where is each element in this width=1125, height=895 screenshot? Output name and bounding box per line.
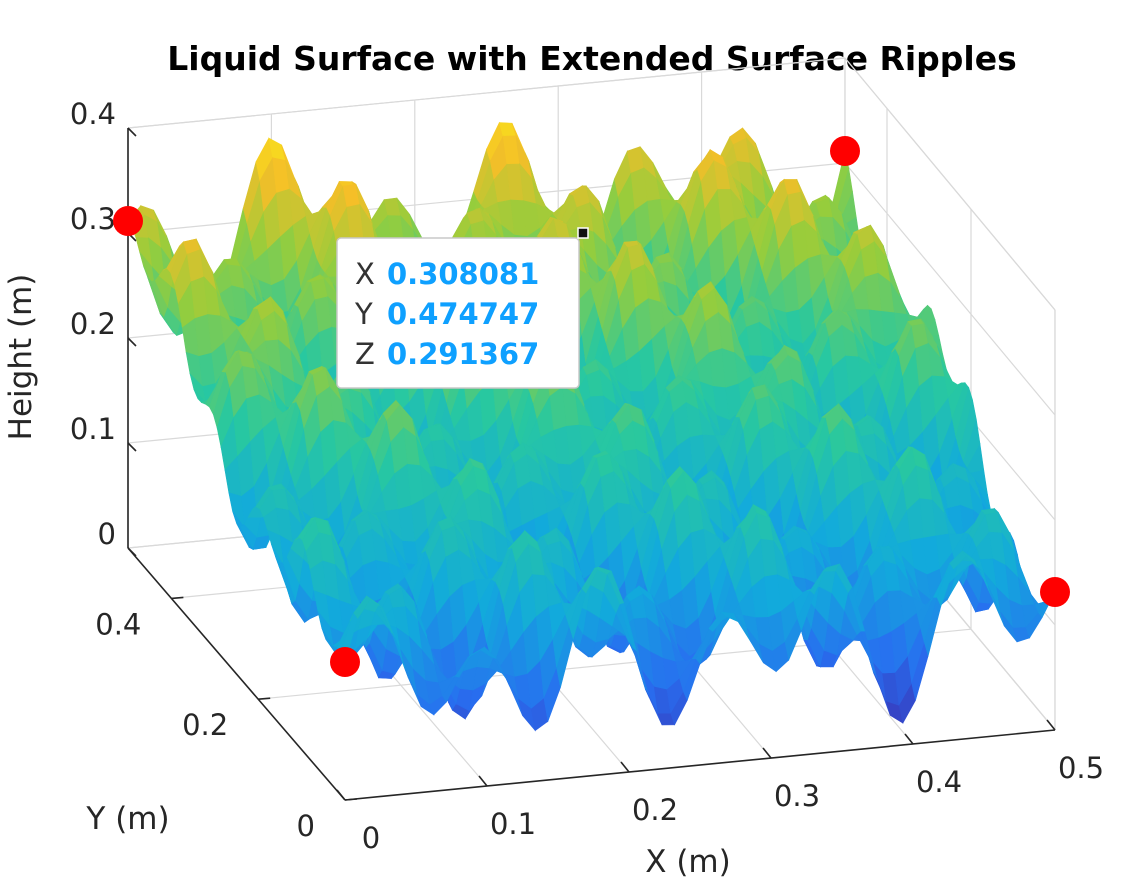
- x-tick-mark-1: [478, 775, 488, 787]
- x-tick-mark-2: [620, 761, 630, 773]
- x-axis-line: [344, 729, 1056, 801]
- datatip-x-key: X: [355, 257, 375, 291]
- x-tick-mark-0: [336, 789, 346, 801]
- axes-lines: [127, 127, 1056, 801]
- x-tick-label-5: 0.5: [1058, 751, 1104, 785]
- y-tick-mark-0: [344, 798, 358, 801]
- z-tick-label-4: 0.4: [70, 97, 116, 131]
- datatip[interactable]: X 0.308081 Y 0.474747 Z 0.291367: [336, 227, 589, 389]
- z-tick-label-0: 0: [98, 517, 116, 551]
- datatip-y-value: 0.474747: [387, 297, 539, 331]
- marker-point-3[interactable]: [830, 136, 860, 167]
- z-tick-mark-2: [127, 337, 137, 347]
- z-tick-label-1: 0.1: [70, 412, 116, 446]
- z-tick-label-2: 0.2: [70, 307, 116, 341]
- backwall-grid-z-4: [127, 57, 846, 129]
- datatip-y-key: Y: [354, 297, 373, 331]
- y-axis-line: [127, 547, 346, 801]
- z-tick-mark-4: [127, 127, 137, 137]
- sidewall-grid-z-3: [844, 162, 1056, 416]
- y-tick-label-2: 0.4: [95, 607, 141, 641]
- x-tick-label-1: 0.1: [490, 807, 536, 841]
- y-tick-mark-1: [258, 697, 271, 700]
- tick-labels: 0 0.1 0.2 0.3 0.4 0.5 0 0.2 0.4 0 0.1 0.2 0.3 0.4: [70, 97, 1104, 855]
- datatip-z-key: Z: [355, 337, 375, 371]
- z-tick-mark-1: [127, 442, 137, 452]
- sidewall-grid-z-4: [844, 57, 1056, 311]
- y-tick-label-1: 0.2: [182, 708, 228, 742]
- datatip-anchor-point[interactable]: [577, 227, 589, 239]
- datatip-z-value: 0.291367: [387, 337, 539, 371]
- y-tick-label-0: 0: [297, 809, 315, 843]
- z-axis-label: Height (m): [3, 274, 39, 441]
- datatip-x-value: 0.308081: [387, 257, 539, 291]
- x-tick-label-4: 0.4: [916, 765, 962, 799]
- x-tick-mark-4: [904, 733, 914, 745]
- x-tick-label-3: 0.3: [774, 779, 820, 813]
- x-axis-label: X (m): [645, 844, 730, 880]
- surface-mesh[interactable]: [127, 121, 1056, 732]
- datatip-box: [336, 237, 580, 389]
- y-axis-label: Y (m): [85, 801, 169, 837]
- marker-points[interactable]: [113, 136, 1070, 678]
- z-tick-mark-0: [127, 547, 137, 557]
- x-tick-mark-5: [1046, 719, 1056, 731]
- x-tick-mark-3: [762, 747, 772, 759]
- marker-point-2[interactable]: [113, 206, 143, 237]
- marker-point-1[interactable]: [1040, 577, 1070, 608]
- x-tick-label-2: 0.2: [632, 793, 678, 827]
- chart-title: Liquid Surface with Extended Surface Rip…: [167, 39, 1017, 78]
- marker-point-0[interactable]: [330, 647, 360, 678]
- z-tick-label-3: 0.3: [70, 202, 116, 236]
- x-tick-label-0: 0: [362, 821, 380, 855]
- y-tick-mark-2: [171, 596, 184, 600]
